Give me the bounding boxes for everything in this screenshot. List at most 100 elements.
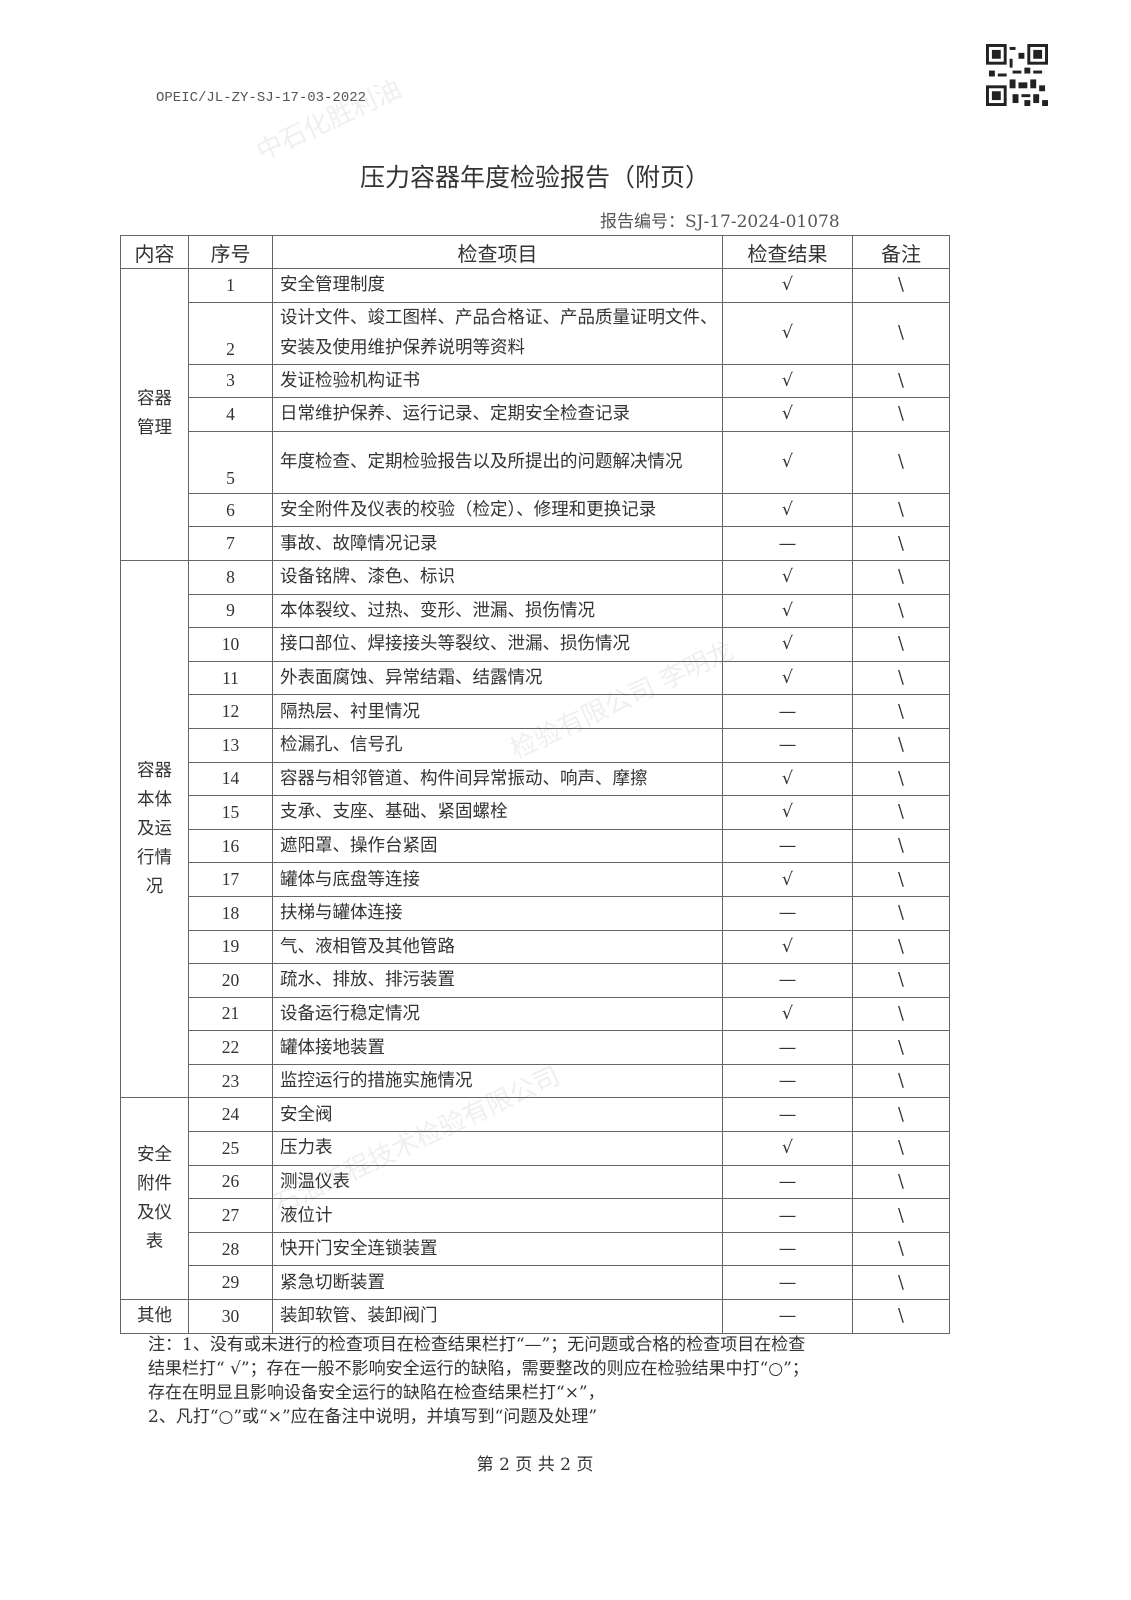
remark: \	[852, 694, 950, 729]
table-row: 7 事故、故障情况记录 — \	[121, 526, 950, 561]
table-row: 19 气、液相管及其他管路 √ \	[121, 929, 950, 965]
item-name: 隔热层、衬里情况	[272, 694, 723, 729]
remark: \	[852, 1131, 950, 1166]
item-name: 年度检查、定期检验报告以及所提出的问题解决情况	[272, 430, 723, 494]
item-name: 紧急切断装置	[272, 1265, 723, 1301]
header-item: 检查项目	[272, 235, 723, 269]
remark: \	[852, 1198, 950, 1233]
row-number: 23	[188, 1063, 273, 1099]
result-mark: √	[722, 660, 853, 696]
item-name: 检漏孔、信号孔	[272, 727, 723, 763]
group-label: 其他	[120, 1299, 189, 1334]
remark: \	[852, 862, 950, 897]
table-row: 10 接口部位、焊接接头等裂纹、泄漏、损伤情况 √ \	[121, 627, 950, 662]
result-mark: —	[722, 828, 853, 864]
watermark: 中石化胜利油	[252, 74, 407, 168]
row-number: 30	[188, 1299, 273, 1334]
qr-code	[986, 44, 1048, 106]
table-row: 17 罐体与底盘等连接 √ \	[121, 862, 950, 897]
item-name: 设计文件、竣工图样、产品合格证、产品质量证明文件、安装及使用维护保养说明等资料	[272, 301, 723, 365]
item-name: 日常维护保养、运行记录、定期安全检查记录	[272, 397, 723, 432]
item-name: 容器与相邻管道、构件间异常振动、响声、摩擦	[272, 761, 723, 797]
remark: \	[852, 526, 950, 561]
remark: \	[852, 1097, 950, 1133]
row-number: 20	[188, 963, 273, 998]
result-mark: √	[722, 492, 853, 528]
report-number: 报告编号：SJ-17-2024-01078	[600, 212, 840, 232]
row-number: 14	[188, 761, 273, 797]
result-mark: —	[722, 1030, 853, 1065]
row-number: 9	[188, 593, 273, 629]
result-mark: —	[722, 1231, 853, 1267]
result-mark: √	[722, 397, 853, 432]
result-mark: √	[722, 795, 853, 830]
result-mark: √	[722, 559, 853, 595]
table-row: 6 安全附件及仪表的校验（检定）、修理和更换记录 √ \	[121, 492, 950, 528]
result-mark: —	[722, 1299, 853, 1334]
remark: \	[852, 301, 950, 365]
table-row: 4 日常维护保养、运行记录、定期安全检查记录 √ \	[121, 397, 950, 432]
row-number: 27	[188, 1198, 273, 1233]
item-name: 液位计	[272, 1198, 723, 1233]
table-row: 11 外表面腐蚀、异常结霜、结露情况 √ \	[121, 660, 950, 696]
result-mark: √	[722, 761, 853, 797]
item-name: 罐体接地装置	[272, 1030, 723, 1065]
result-mark: √	[722, 929, 853, 965]
result-mark: √	[722, 268, 853, 303]
item-name: 快开门安全连锁装置	[272, 1231, 723, 1267]
result-mark: √	[722, 996, 853, 1032]
row-number: 21	[188, 996, 273, 1032]
item-name: 支承、支座、基础、紧固螺栓	[272, 795, 723, 830]
item-name: 疏水、排放、排污装置	[272, 963, 723, 998]
row-number: 18	[188, 895, 273, 931]
group-label: 容器 管理	[120, 268, 189, 561]
remark: \	[852, 795, 950, 830]
item-name: 本体裂纹、过热、变形、泄漏、损伤情况	[272, 593, 723, 629]
note-line: 2、凡打“○”或“×”应在备注中说明，并填写到“问题及处理”	[148, 1407, 598, 1427]
remark: \	[852, 1164, 950, 1200]
row-number: 22	[188, 1030, 273, 1065]
result-mark: —	[722, 1063, 853, 1099]
header-seq: 序号	[188, 235, 273, 269]
row-number: 7	[188, 526, 273, 561]
item-name: 安全附件及仪表的校验（检定）、修理和更换记录	[272, 492, 723, 528]
table-row: 安全 附件 及仪 表 24 安全阀 — \	[120, 1097, 950, 1301]
row-number: 10	[188, 627, 273, 662]
result-mark: √	[722, 363, 853, 399]
result-mark: √	[722, 627, 853, 662]
result-mark: √	[722, 301, 853, 365]
row-number: 15	[188, 795, 273, 830]
remark: \	[852, 1030, 950, 1065]
remark: \	[852, 963, 950, 998]
remark: \	[852, 727, 950, 763]
table-row: 27 液位计 — \	[121, 1198, 950, 1233]
table-row: 14 容器与相邻管道、构件间异常振动、响声、摩擦 √ \	[121, 761, 950, 797]
table-row: 12 隔热层、衬里情况 — \	[121, 694, 950, 729]
note-line: 存在在明显且影响设备安全运行的缺陷在检查结果栏打“×”，	[148, 1383, 605, 1403]
remark: \	[852, 492, 950, 528]
inspection-table: 内容 序号 检查项目 检查结果 备注 容器 管理 1 安全管理制度 √ \ 2 设计文件、竣…	[120, 235, 950, 1334]
remark: \	[852, 1299, 950, 1334]
group-label: 容器 本体 及运 行情 况	[120, 559, 189, 1099]
table-row: 29 紧急切断装置 — \	[121, 1265, 950, 1301]
remark: \	[852, 895, 950, 931]
row-number: 11	[188, 660, 273, 696]
item-name: 气、液相管及其他管路	[272, 929, 723, 965]
item-name: 外表面腐蚀、异常结霜、结露情况	[272, 660, 723, 696]
remark: \	[852, 996, 950, 1032]
table-row: 2 设计文件、竣工图样、产品合格证、产品质量证明文件、安装及使用维护保养说明等资料…	[121, 301, 950, 365]
remark: \	[852, 929, 950, 965]
item-name: 遮阳罩、操作台紧固	[272, 828, 723, 864]
result-mark: —	[722, 1164, 853, 1200]
table-row: 18 扶梯与罐体连接 — \	[121, 895, 950, 931]
row-number: 12	[188, 694, 273, 729]
remark: \	[852, 363, 950, 399]
remark: \	[852, 660, 950, 696]
table-row: 23 监控运行的措施实施情况 — \	[121, 1063, 950, 1099]
table-row: 容器 管理 1 安全管理制度 √ \	[120, 268, 950, 561]
table-row: 9 本体裂纹、过热、变形、泄漏、损伤情况 √ \	[121, 593, 950, 629]
document-code: OPEIC/JL-ZY-SJ-17-03-2022	[156, 90, 367, 106]
result-mark: —	[722, 526, 853, 561]
table-row: 5 年度检查、定期检验报告以及所提出的问题解决情况 √ \	[121, 430, 950, 494]
row-number: 16	[188, 828, 273, 864]
